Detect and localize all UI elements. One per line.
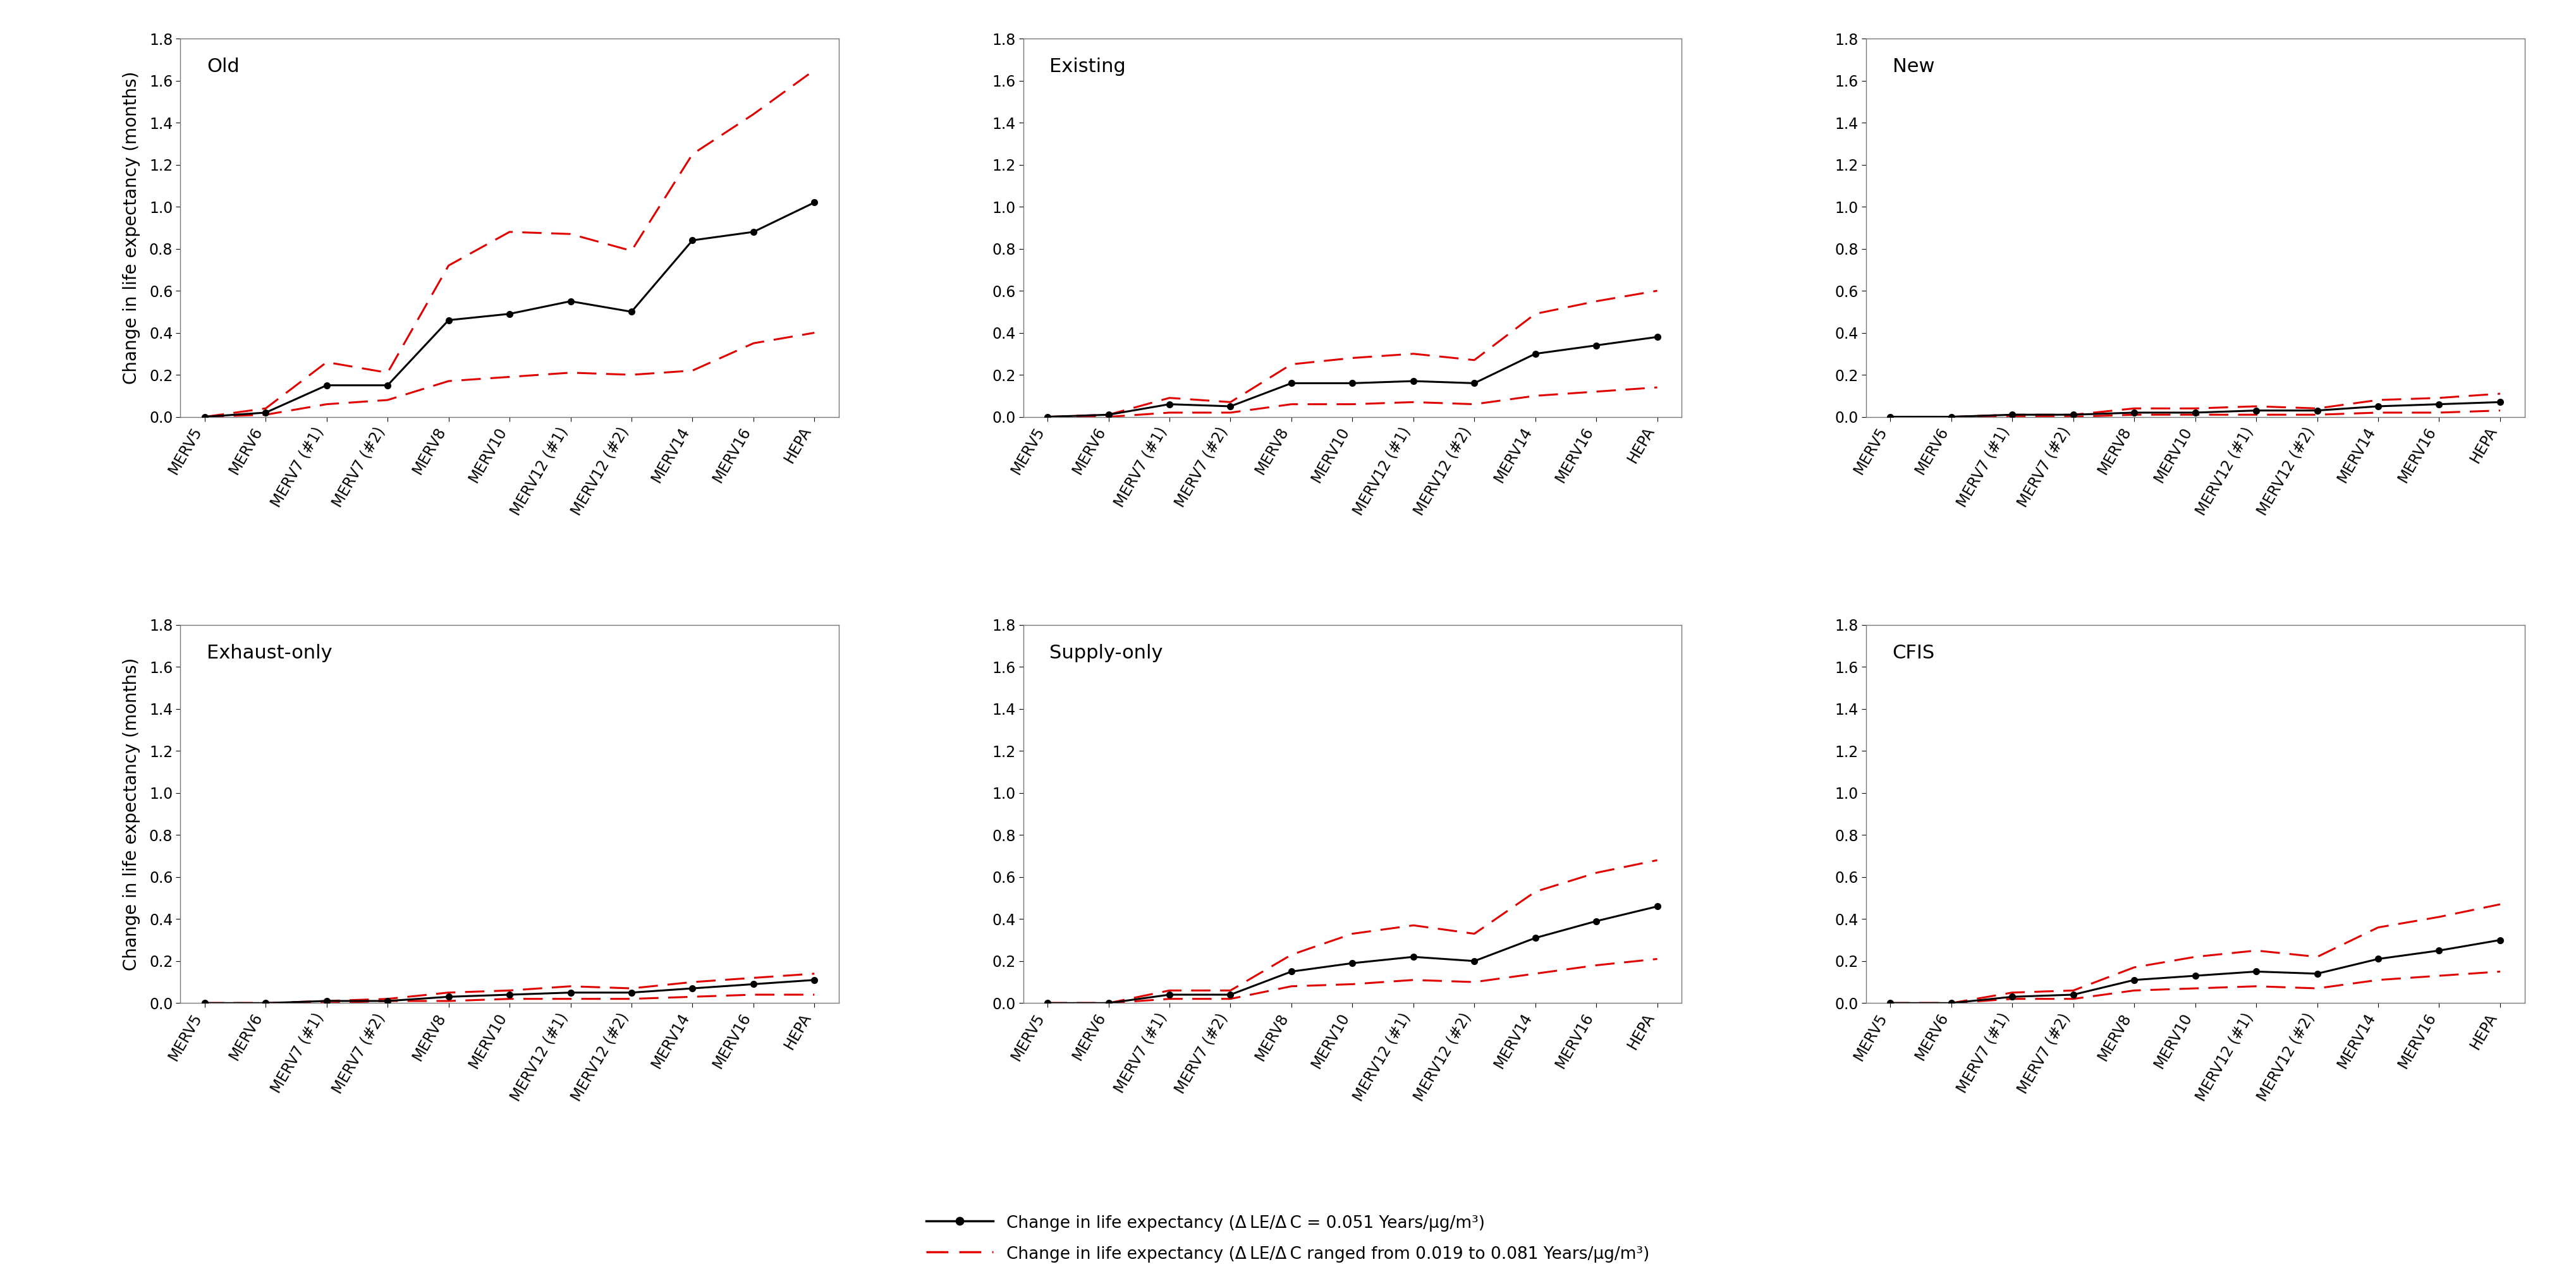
Text: Supply-only: Supply-only — [1048, 644, 1162, 662]
Text: Old: Old — [206, 58, 240, 76]
Y-axis label: Change in life expectancy (months): Change in life expectancy (months) — [124, 71, 139, 385]
Text: Exhaust-only: Exhaust-only — [206, 644, 332, 662]
Text: New: New — [1893, 58, 1935, 76]
Y-axis label: Change in life expectancy (months): Change in life expectancy (months) — [124, 657, 139, 971]
Text: CFIS: CFIS — [1893, 644, 1935, 662]
Text: Existing: Existing — [1048, 58, 1126, 76]
Legend: Change in life expectancy (Δ LE/Δ C = 0.051 Years/μg/m³), Change in life expecta: Change in life expectancy (Δ LE/Δ C = 0.… — [917, 1205, 1659, 1272]
